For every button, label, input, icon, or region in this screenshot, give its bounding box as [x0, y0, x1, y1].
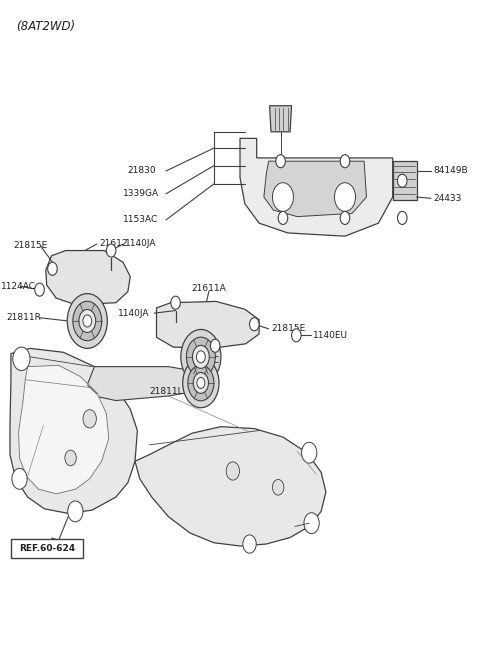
Circle shape: [278, 212, 288, 225]
Polygon shape: [46, 251, 130, 305]
Circle shape: [192, 345, 209, 368]
Polygon shape: [156, 301, 259, 348]
Circle shape: [65, 450, 76, 466]
Text: 24433: 24433: [433, 194, 462, 203]
Circle shape: [335, 183, 356, 212]
Circle shape: [226, 462, 240, 480]
Circle shape: [107, 244, 116, 257]
Polygon shape: [10, 348, 137, 514]
Polygon shape: [19, 365, 109, 494]
Circle shape: [188, 365, 214, 401]
Text: 1140JA: 1140JA: [118, 309, 150, 318]
Text: 21811L: 21811L: [149, 387, 183, 396]
Polygon shape: [240, 138, 393, 236]
Polygon shape: [135, 426, 326, 546]
Polygon shape: [393, 161, 417, 200]
Text: 21830: 21830: [128, 166, 156, 175]
Circle shape: [79, 309, 96, 333]
Polygon shape: [270, 105, 291, 132]
Circle shape: [48, 262, 57, 275]
Circle shape: [193, 373, 208, 394]
Circle shape: [83, 409, 96, 428]
Text: 21611A: 21611A: [192, 284, 226, 293]
Circle shape: [397, 174, 407, 187]
Circle shape: [183, 358, 219, 407]
Text: 1339GA: 1339GA: [123, 189, 159, 198]
Circle shape: [67, 293, 108, 348]
Text: 21815E: 21815E: [271, 324, 305, 333]
Text: REF.60-624: REF.60-624: [19, 544, 75, 553]
Circle shape: [186, 337, 216, 377]
Circle shape: [340, 212, 350, 225]
Text: 1140EU: 1140EU: [312, 331, 348, 340]
Circle shape: [73, 301, 102, 341]
Circle shape: [304, 513, 319, 534]
Circle shape: [340, 155, 350, 168]
Circle shape: [250, 318, 259, 331]
Text: 21612: 21612: [99, 239, 128, 248]
Circle shape: [210, 339, 220, 352]
Text: 84149B: 84149B: [433, 166, 468, 176]
Circle shape: [35, 283, 44, 296]
Text: 21815E: 21815E: [13, 241, 48, 250]
Text: 21811R: 21811R: [6, 312, 41, 322]
Text: 1140JA: 1140JA: [124, 239, 156, 248]
Circle shape: [273, 183, 293, 212]
Circle shape: [291, 329, 301, 342]
Polygon shape: [264, 161, 366, 217]
Circle shape: [83, 315, 92, 327]
Circle shape: [397, 212, 407, 225]
Circle shape: [276, 155, 285, 168]
Circle shape: [243, 535, 256, 553]
Circle shape: [12, 468, 27, 489]
Text: 1124AC: 1124AC: [185, 356, 220, 365]
Text: 1124AC: 1124AC: [1, 282, 36, 291]
Circle shape: [196, 351, 205, 363]
Text: (8AT2WD): (8AT2WD): [16, 20, 75, 33]
FancyBboxPatch shape: [11, 539, 84, 558]
Circle shape: [197, 377, 205, 388]
Circle shape: [171, 296, 180, 309]
Circle shape: [181, 329, 221, 384]
Circle shape: [301, 442, 317, 463]
Circle shape: [68, 501, 83, 522]
Circle shape: [13, 347, 30, 371]
Text: 1153AC: 1153AC: [123, 215, 158, 224]
Polygon shape: [87, 367, 192, 401]
Circle shape: [273, 479, 284, 495]
